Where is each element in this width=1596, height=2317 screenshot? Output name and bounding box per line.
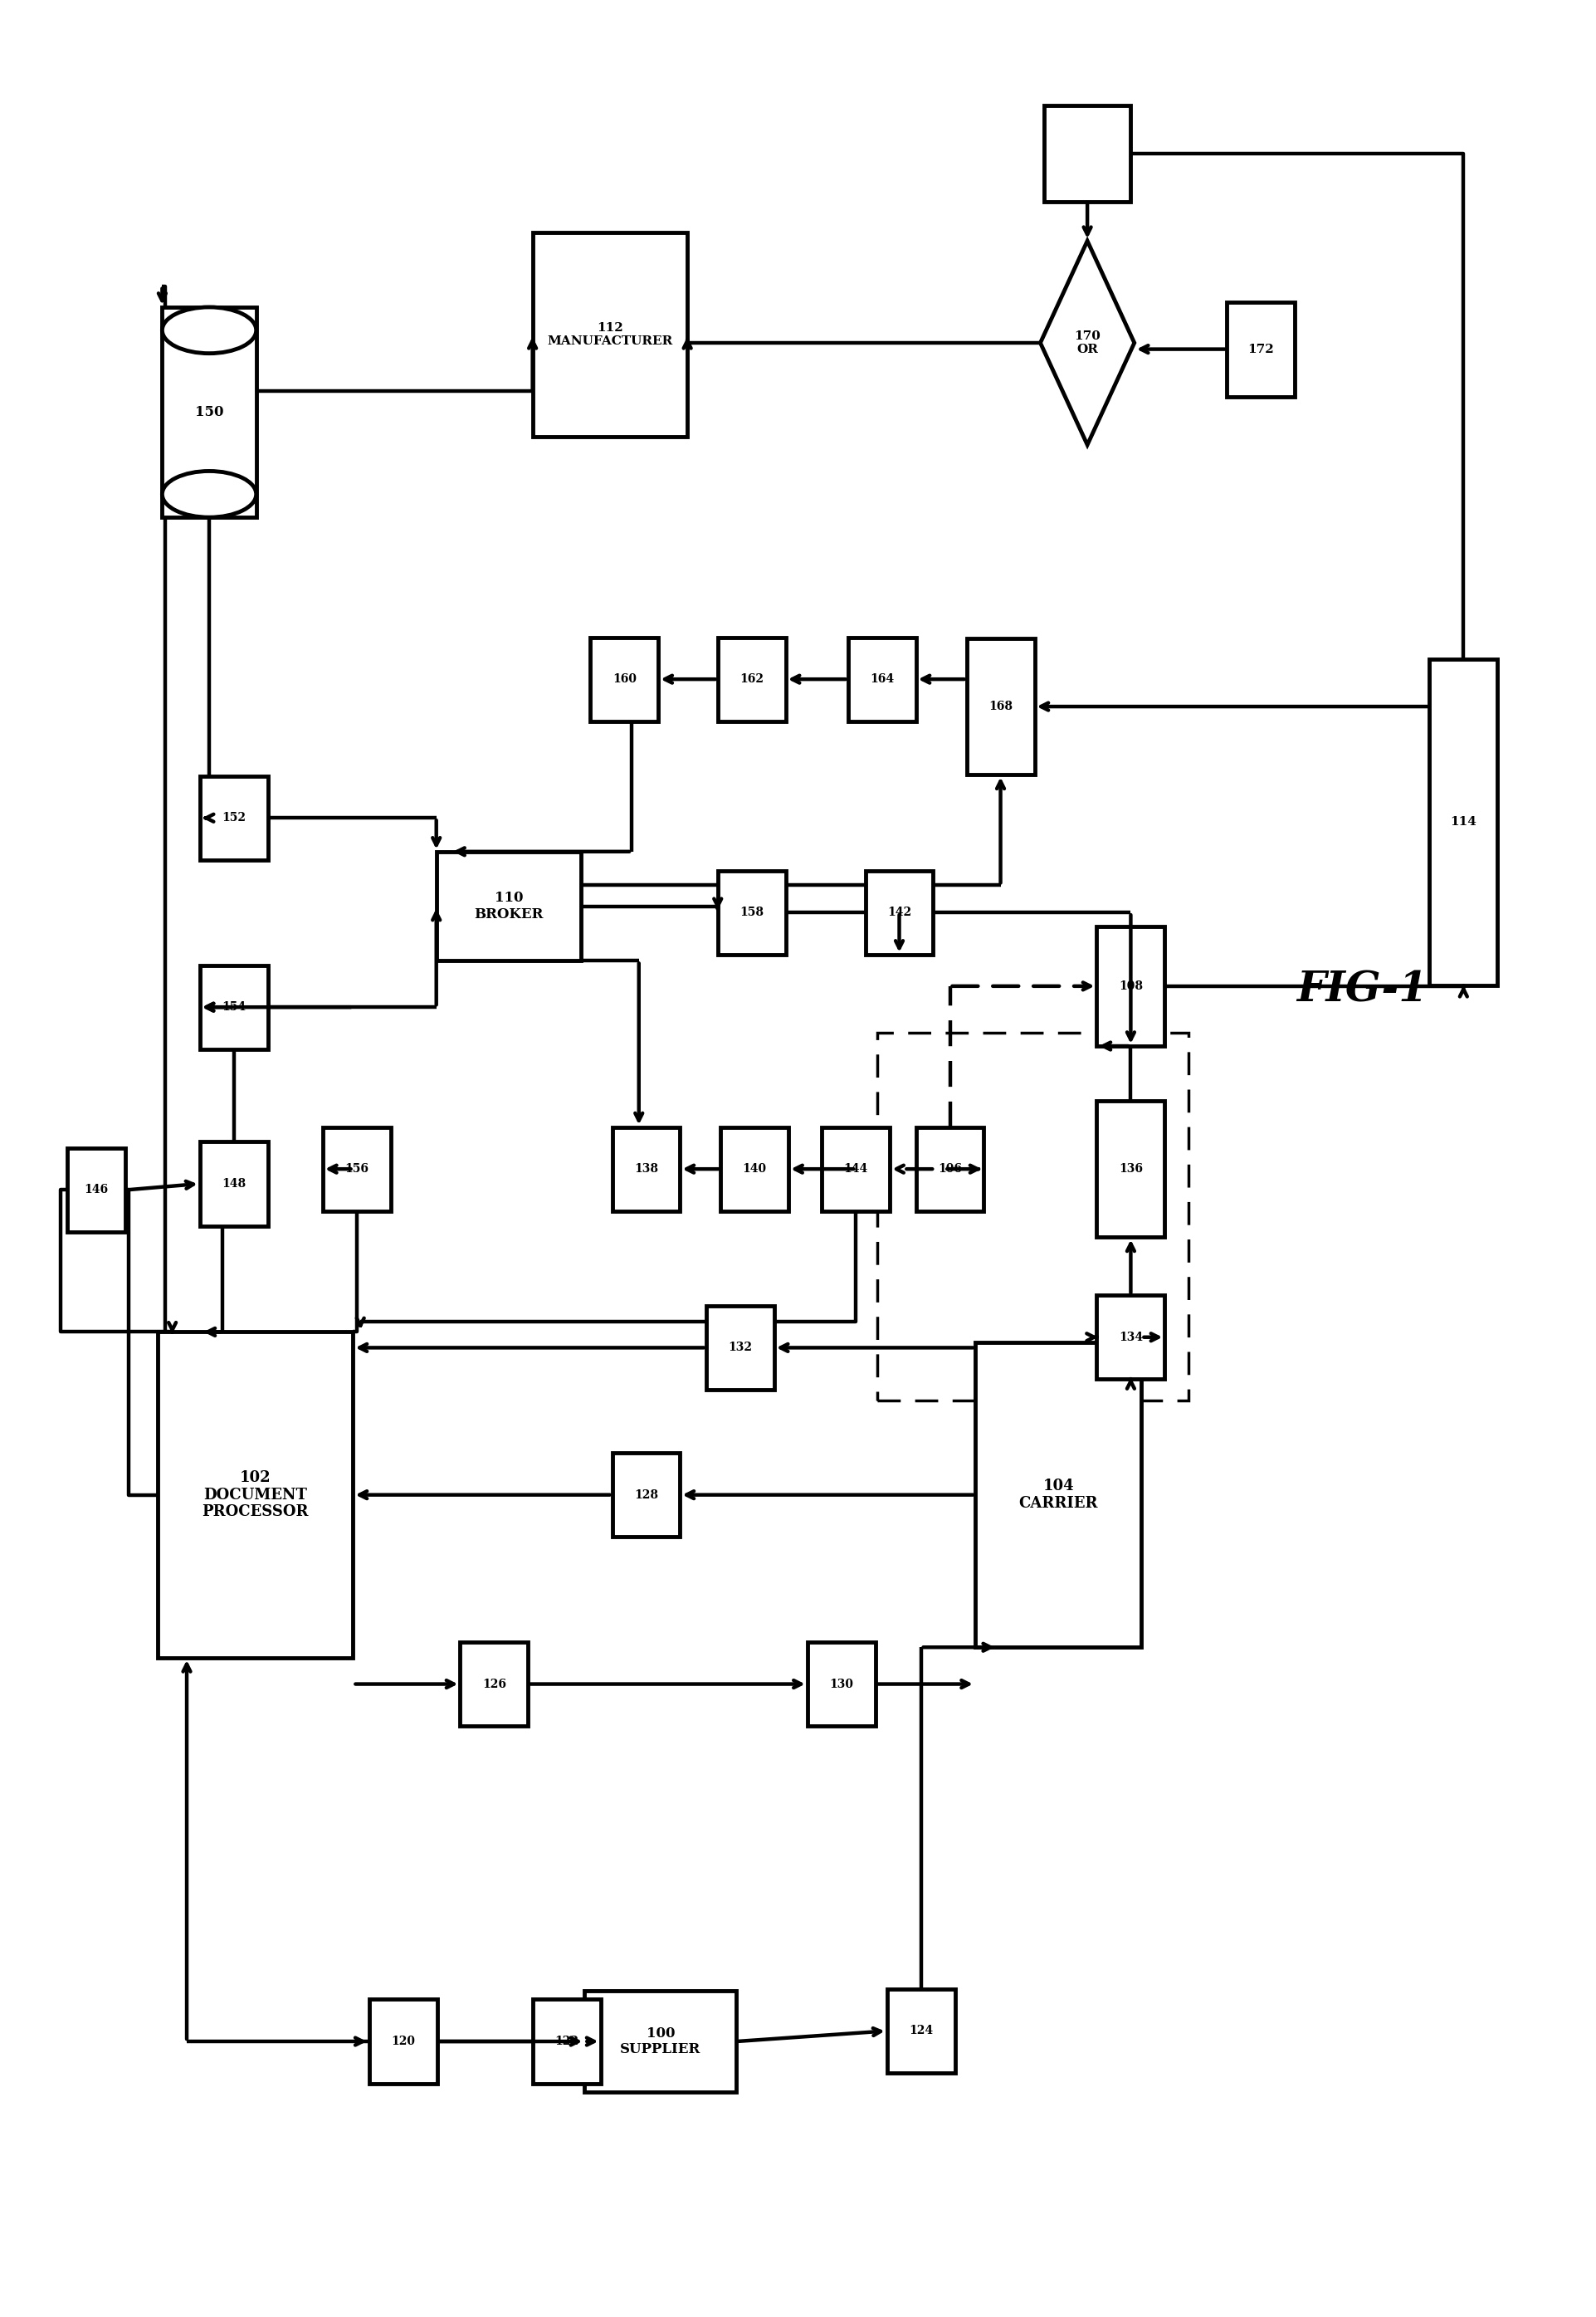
FancyBboxPatch shape: [721, 1126, 788, 1212]
Text: 168: 168: [988, 700, 1012, 711]
FancyBboxPatch shape: [1430, 660, 1497, 985]
Text: 124: 124: [908, 2025, 934, 2037]
Text: 142: 142: [887, 906, 911, 918]
Text: 136: 136: [1119, 1163, 1143, 1175]
FancyBboxPatch shape: [200, 776, 268, 860]
FancyBboxPatch shape: [1044, 104, 1130, 202]
Text: 132: 132: [728, 1342, 752, 1353]
Text: 152: 152: [222, 813, 246, 825]
FancyBboxPatch shape: [613, 1453, 680, 1536]
Text: 154: 154: [222, 1001, 246, 1013]
Text: 110
BROKER: 110 BROKER: [474, 892, 543, 922]
Text: 104
CARRIER: 104 CARRIER: [1018, 1478, 1098, 1511]
FancyBboxPatch shape: [865, 871, 934, 955]
FancyBboxPatch shape: [533, 2000, 600, 2083]
Text: 172: 172: [1248, 343, 1274, 355]
Text: 114: 114: [1451, 816, 1476, 827]
Text: 140: 140: [742, 1163, 766, 1175]
Ellipse shape: [163, 308, 257, 355]
FancyBboxPatch shape: [1096, 927, 1165, 1045]
FancyBboxPatch shape: [200, 1142, 268, 1226]
Text: 102
DOCUMENT
PROCESSOR: 102 DOCUMENT PROCESSOR: [203, 1469, 308, 1520]
Text: 162: 162: [739, 674, 764, 686]
Text: 144: 144: [844, 1163, 868, 1175]
Text: 150: 150: [195, 405, 223, 419]
FancyBboxPatch shape: [916, 1126, 983, 1212]
Text: 134: 134: [1119, 1332, 1143, 1344]
FancyBboxPatch shape: [847, 637, 916, 721]
Text: 120: 120: [391, 2037, 415, 2048]
Text: 128: 128: [634, 1490, 658, 1501]
Polygon shape: [1041, 241, 1135, 445]
Text: 122: 122: [554, 2037, 579, 2048]
Text: 148: 148: [222, 1177, 246, 1189]
FancyBboxPatch shape: [718, 637, 785, 721]
Text: 146: 146: [85, 1184, 109, 1196]
FancyBboxPatch shape: [822, 1126, 891, 1212]
FancyBboxPatch shape: [200, 966, 268, 1050]
FancyBboxPatch shape: [322, 1126, 391, 1212]
FancyBboxPatch shape: [1096, 1101, 1165, 1237]
Text: 100
SUPPLIER: 100 SUPPLIER: [621, 2027, 701, 2057]
Text: 138: 138: [634, 1163, 658, 1175]
FancyBboxPatch shape: [1096, 1295, 1165, 1379]
FancyBboxPatch shape: [460, 1643, 528, 1726]
Text: 156: 156: [345, 1163, 369, 1175]
Text: 160: 160: [613, 674, 637, 686]
FancyBboxPatch shape: [67, 1147, 124, 1233]
FancyBboxPatch shape: [967, 637, 1034, 774]
Text: 158: 158: [739, 906, 764, 918]
FancyBboxPatch shape: [163, 308, 257, 517]
Text: FIG-1: FIG-1: [1296, 971, 1428, 1010]
FancyBboxPatch shape: [584, 1990, 736, 2092]
Ellipse shape: [163, 470, 257, 517]
FancyBboxPatch shape: [887, 1988, 954, 2074]
Text: 108: 108: [1119, 980, 1143, 992]
Text: 126: 126: [482, 1678, 506, 1689]
FancyBboxPatch shape: [158, 1332, 353, 1657]
Text: 130: 130: [830, 1678, 854, 1689]
FancyBboxPatch shape: [591, 637, 659, 721]
FancyBboxPatch shape: [436, 853, 581, 962]
FancyBboxPatch shape: [718, 871, 785, 955]
Text: 106: 106: [938, 1163, 962, 1175]
FancyBboxPatch shape: [613, 1126, 680, 1212]
Text: 164: 164: [870, 674, 894, 686]
FancyBboxPatch shape: [533, 232, 688, 436]
FancyBboxPatch shape: [705, 1307, 774, 1390]
Text: 170
OR: 170 OR: [1074, 331, 1101, 355]
Text: 112
MANUFACTURER: 112 MANUFACTURER: [547, 322, 672, 348]
FancyBboxPatch shape: [369, 2000, 437, 2083]
FancyBboxPatch shape: [808, 1643, 875, 1726]
FancyBboxPatch shape: [975, 1342, 1141, 1647]
FancyBboxPatch shape: [1227, 301, 1294, 396]
